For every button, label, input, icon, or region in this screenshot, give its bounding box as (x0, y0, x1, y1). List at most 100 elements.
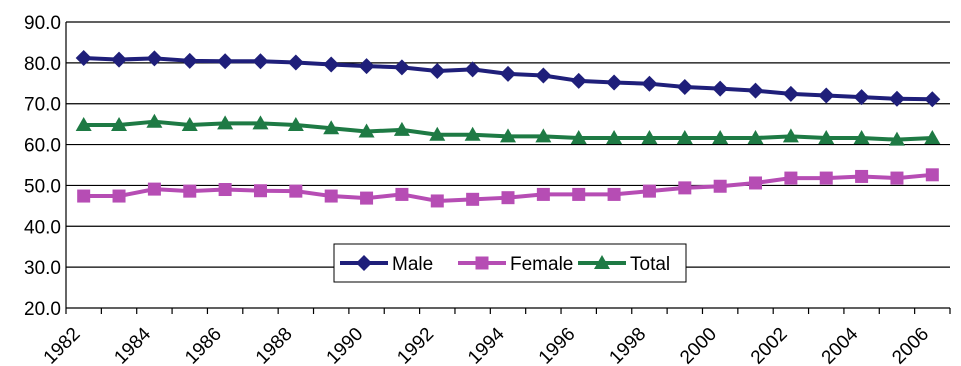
data-point-total (323, 120, 340, 135)
data-point-total (181, 116, 198, 131)
data-point-female (430, 194, 444, 208)
data-point-female (925, 168, 939, 182)
x-tick-label: 1982 (40, 324, 85, 366)
data-point-male (888, 90, 905, 107)
data-point-male (393, 59, 410, 76)
data-point-female (501, 191, 515, 205)
data-point-total (676, 130, 693, 145)
data-point-female (607, 187, 621, 201)
data-point-male (818, 87, 835, 104)
data-point-female (890, 171, 904, 185)
data-point-male (323, 56, 340, 73)
data-point-male (500, 65, 516, 82)
data-point-female (147, 182, 161, 196)
data-point-male (181, 52, 198, 69)
data-point-total (252, 115, 269, 130)
legend: Male Female Total (333, 243, 687, 283)
data-point-male (606, 74, 623, 91)
data-point-total (888, 131, 905, 146)
data-point-female (713, 179, 727, 193)
data-point-male (287, 54, 304, 71)
data-point-female (360, 191, 374, 205)
data-point-total (464, 126, 481, 141)
x-tick-label: 1986 (181, 324, 226, 366)
data-point-total (217, 115, 234, 130)
data-point-female (678, 181, 692, 195)
y-tick-label: 30.0 (24, 258, 61, 279)
legend-label-total: Total (630, 254, 670, 275)
data-point-male (535, 67, 552, 84)
y-tick-label: 80.0 (24, 54, 61, 75)
data-point-total (535, 128, 552, 143)
data-point-total (747, 130, 764, 145)
data-point-male (712, 80, 729, 97)
data-point-male (464, 61, 481, 78)
data-point-total (429, 126, 446, 141)
data-point-total (75, 116, 92, 131)
data-point-male (252, 53, 269, 70)
x-tick-label: 1994 (464, 323, 509, 366)
x-tick-label: 1996 (535, 324, 580, 366)
legend-label-female: Female (510, 254, 573, 275)
legend-marker-total (594, 255, 610, 269)
data-point-total (924, 130, 941, 145)
y-tick-label: 50.0 (24, 176, 61, 197)
data-point-total (393, 121, 410, 136)
data-point-female (253, 184, 267, 198)
data-point-total (782, 128, 799, 143)
data-point-female (395, 187, 409, 201)
y-tick-label: 20.0 (24, 299, 61, 320)
legend-marker-female (475, 256, 489, 270)
data-point-female (183, 184, 197, 198)
data-point-male (429, 63, 446, 80)
x-tick-label: 1992 (393, 324, 438, 366)
y-tick-label: 60.0 (24, 136, 61, 157)
data-point-male (924, 91, 941, 108)
legend-label-male: Male (392, 254, 433, 275)
data-point-female (289, 184, 303, 198)
data-point-female (112, 189, 126, 203)
data-point-female (218, 183, 232, 197)
x-tick-label: 1990 (323, 324, 368, 366)
data-point-total (111, 116, 128, 131)
x-tick-label: 2004 (818, 323, 863, 366)
x-tick-label: 1988 (252, 324, 297, 366)
x-tick-label: 2002 (747, 324, 792, 366)
y-tick-label: 70.0 (24, 95, 61, 116)
x-tick-label: 2000 (676, 324, 721, 366)
data-point-female (855, 169, 869, 183)
data-point-total (606, 130, 623, 145)
data-point-female (749, 176, 763, 190)
data-point-male (217, 53, 234, 70)
data-point-male (782, 85, 799, 102)
data-point-male (75, 49, 92, 66)
series-male (75, 49, 941, 108)
data-point-total (287, 116, 304, 131)
data-point-male (358, 58, 375, 75)
data-point-total (818, 130, 835, 145)
data-point-total (712, 130, 729, 145)
data-point-female (572, 187, 586, 201)
data-point-total (500, 128, 516, 143)
y-tick-label: 40.0 (24, 217, 61, 238)
data-point-male (111, 51, 128, 68)
legend-box (333, 243, 687, 283)
data-point-female (784, 171, 798, 185)
data-point-female (642, 184, 656, 198)
x-tick-label: 1998 (605, 324, 650, 366)
x-tick-label: 1984 (110, 323, 155, 366)
y-tick-label: 90.0 (24, 13, 61, 34)
data-point-total (146, 113, 163, 128)
data-point-female (77, 189, 91, 203)
data-point-male (146, 50, 163, 67)
data-point-male (570, 72, 587, 89)
data-point-female (466, 192, 480, 206)
series-total (75, 113, 941, 146)
data-point-total (570, 130, 587, 145)
data-point-total (641, 130, 658, 145)
data-point-male (676, 78, 693, 95)
data-point-female (536, 187, 550, 201)
series-group (75, 49, 941, 208)
data-point-male (641, 75, 658, 92)
